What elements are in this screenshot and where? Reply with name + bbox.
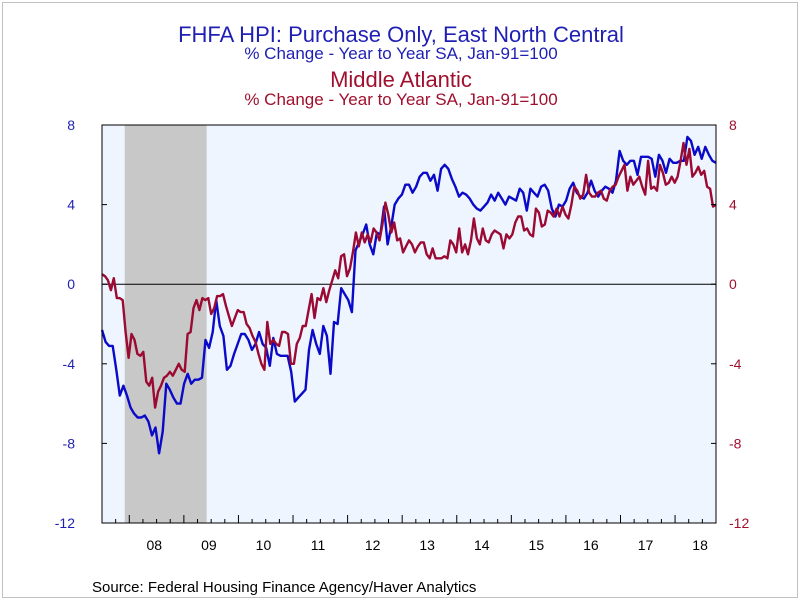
chart-title-primary: FHFA HPI: Purchase Only, East North Cent… [178, 22, 624, 47]
right-axis-tick-label: 8 [729, 117, 737, 133]
x-axis-tick-label: 14 [474, 537, 490, 553]
x-axis-tick-label: 16 [583, 537, 599, 553]
chart-subtitle-secondary: % Change - Year to Year SA, Jan-91=100 [244, 90, 558, 109]
chart-subtitle-primary: % Change - Year to Year SA, Jan-91=100 [244, 44, 558, 63]
source-note: Source: Federal Housing Finance Agency/H… [92, 579, 477, 596]
left-axis-tick-label: -8 [63, 435, 76, 451]
left-axis-tick-label: 4 [67, 197, 75, 213]
right-axis-tick-label: 0 [729, 276, 737, 292]
line-chart: 8 4 0 -4 -8 -12 8 4 0 -4 -8 -12 08 09 10 11 12 13 14 15 16 17… [55, 117, 750, 553]
left-axis-tick-label: -12 [55, 515, 75, 531]
x-axis-tick-label: 08 [147, 537, 163, 553]
right-axis-tick-label: -8 [729, 435, 742, 451]
x-axis-tick-label: 09 [201, 537, 217, 553]
x-axis-tick-label: 11 [311, 537, 326, 553]
x-axis-tick-label: 10 [256, 537, 272, 553]
series-line-middle-atlantic [101, 141, 717, 409]
left-axis-tick-label: 8 [67, 117, 75, 133]
left-axis-tick-label: -4 [63, 356, 76, 372]
x-axis-tick-label: 17 [638, 537, 654, 553]
right-axis-tick-label: 4 [729, 197, 737, 213]
chart-title-secondary: Middle Atlantic [330, 67, 472, 92]
right-axis-tick-label: -4 [729, 356, 742, 372]
right-axis-tick-label: -12 [729, 515, 749, 531]
x-axis-tick-label: 13 [419, 537, 435, 553]
x-axis-tick-label: 12 [365, 537, 381, 553]
recession-shading [124, 125, 207, 523]
plot-border [101, 124, 717, 524]
x-axis-tick-label: 15 [529, 537, 545, 553]
left-axis-tick-label: 0 [67, 276, 75, 292]
series-line-east-north-central [100, 135, 717, 455]
x-axis-tick-label: 18 [692, 537, 708, 553]
